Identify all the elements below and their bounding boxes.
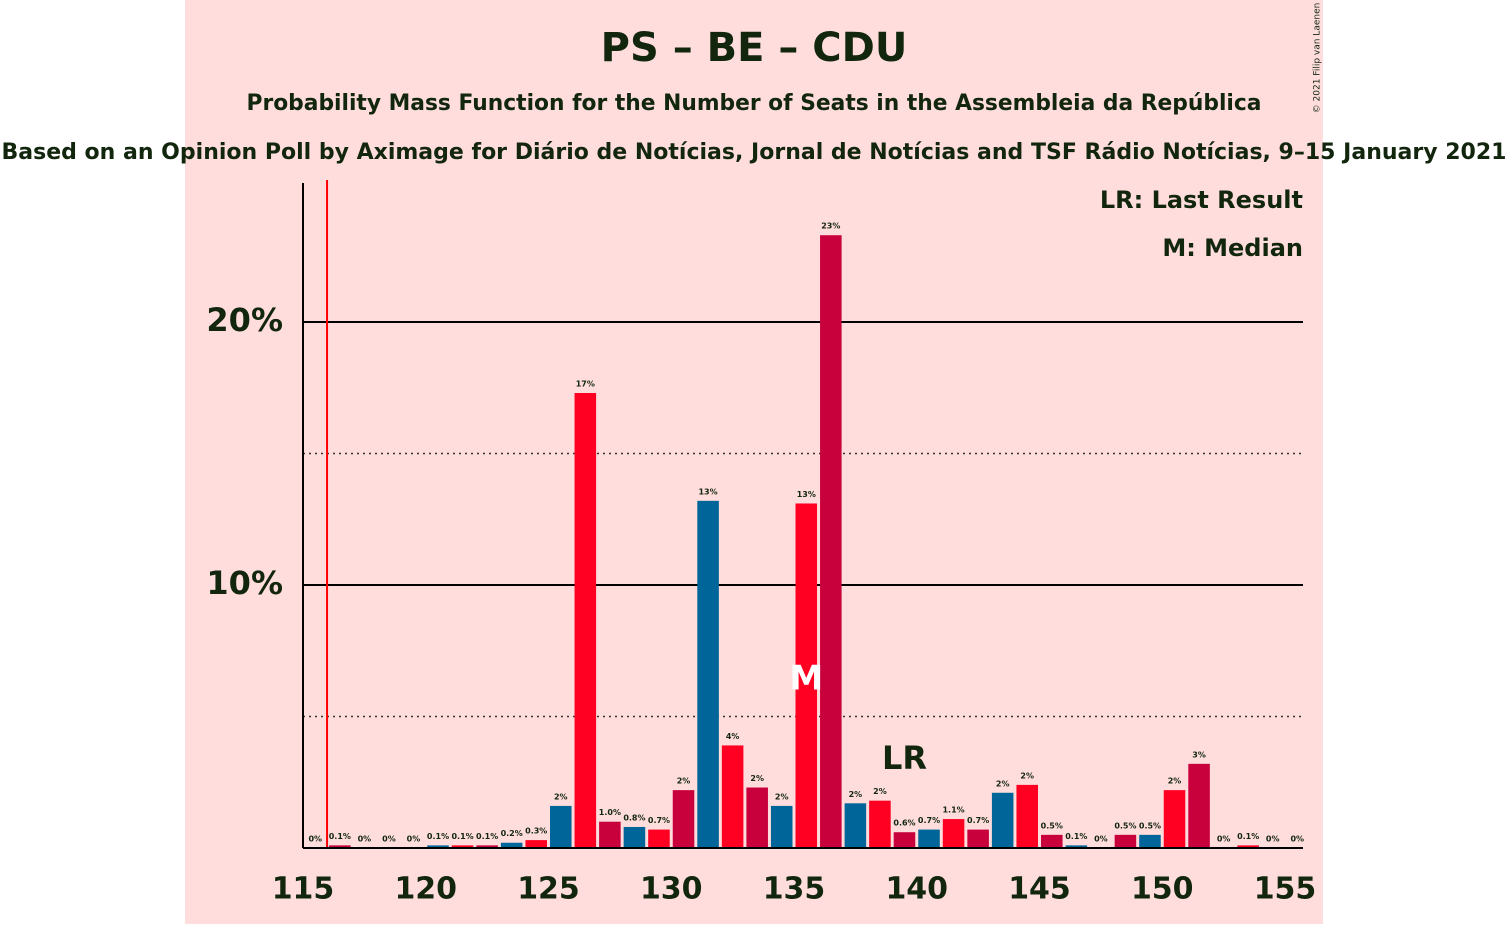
value-label: 2% — [554, 792, 568, 801]
bar — [746, 787, 768, 848]
last-result-marker: LR — [882, 739, 927, 777]
x-tick-label: 140 — [885, 872, 948, 907]
value-label: 2% — [750, 774, 764, 783]
bar — [967, 829, 989, 848]
bar — [1114, 834, 1137, 848]
value-label: 0% — [1217, 835, 1231, 844]
bar — [525, 840, 547, 848]
bar — [918, 829, 940, 848]
bar — [697, 500, 719, 848]
bar — [672, 790, 695, 848]
value-label: 2% — [1020, 771, 1034, 780]
value-label: 0.5% — [1139, 821, 1161, 830]
value-label: 0.1% — [1237, 832, 1259, 841]
value-label: 0% — [1266, 835, 1280, 844]
bar — [1065, 845, 1088, 848]
x-tick-label: 155 — [1254, 872, 1317, 907]
bar — [770, 805, 793, 848]
value-label: 23% — [821, 222, 840, 231]
value-label: 0.1% — [451, 832, 473, 841]
bar — [942, 819, 965, 848]
value-label: 1.0% — [599, 808, 621, 817]
value-label: 0.5% — [1041, 821, 1063, 830]
bar — [1188, 763, 1210, 848]
value-label: 2% — [996, 779, 1010, 788]
value-label: 2% — [677, 777, 691, 786]
value-label: 0.6% — [893, 819, 915, 828]
bar — [721, 745, 744, 848]
bar — [648, 829, 670, 848]
value-label: 17% — [576, 380, 595, 389]
value-label: 0.7% — [918, 816, 940, 825]
value-label: 4% — [726, 732, 740, 741]
bar — [1016, 784, 1038, 848]
bar — [1237, 845, 1259, 848]
value-label: 3% — [1192, 750, 1206, 759]
value-label: 2% — [873, 787, 887, 796]
legend-entry: LR: Last Result — [1100, 186, 1303, 214]
value-label: 0% — [1290, 835, 1304, 844]
bar — [500, 842, 523, 848]
copyright: © 2021 Filip van Laenen — [1313, 3, 1323, 114]
value-label: 1.1% — [942, 806, 964, 815]
value-label: 0.1% — [427, 832, 449, 841]
bar — [329, 845, 351, 848]
value-label: 13% — [698, 487, 717, 496]
bar — [451, 845, 474, 848]
value-label: 0.1% — [329, 832, 351, 841]
value-label: 0.8% — [623, 813, 645, 822]
value-label: 13% — [797, 490, 816, 499]
bar — [427, 845, 449, 848]
bar — [820, 235, 842, 848]
value-label: 0.1% — [476, 832, 498, 841]
bar — [1041, 834, 1063, 848]
value-label: 0.7% — [967, 816, 989, 825]
bar — [795, 503, 818, 848]
value-label: 0.1% — [1065, 832, 1087, 841]
x-tick-label: 145 — [1008, 872, 1071, 907]
value-label: 2% — [1168, 777, 1182, 786]
bar — [869, 800, 891, 848]
value-label: 0.3% — [525, 827, 547, 836]
x-tick-label: 125 — [517, 872, 580, 907]
bar — [1163, 790, 1186, 848]
value-label: 0% — [407, 835, 421, 844]
chart-title: PS – BE – CDU — [601, 25, 908, 71]
bar — [844, 803, 867, 848]
bar — [1139, 834, 1161, 848]
value-label: 0.2% — [501, 829, 523, 838]
value-label: 0.7% — [648, 816, 670, 825]
bar — [991, 792, 1014, 848]
x-tick-label: 130 — [640, 872, 703, 907]
chart-background — [185, 0, 1323, 924]
median-marker: M — [789, 659, 823, 699]
value-label: 0.5% — [1114, 821, 1136, 830]
bar — [599, 821, 621, 848]
x-tick-label: 115 — [272, 872, 335, 907]
legend-entry: M: Median — [1162, 234, 1303, 262]
chart-subtitle: Based on an Opinion Poll by Aximage for … — [2, 140, 1507, 165]
value-label: 0% — [308, 835, 322, 844]
bar — [550, 805, 572, 848]
y-tick-label: 10% — [206, 564, 283, 602]
value-label: 0% — [358, 835, 372, 844]
bar — [893, 832, 916, 848]
chart-subtitle: Probability Mass Function for the Number… — [247, 91, 1262, 116]
x-tick-label: 150 — [1131, 872, 1194, 907]
value-label: 0% — [382, 835, 396, 844]
bar — [574, 393, 597, 848]
y-tick-label: 20% — [206, 301, 283, 339]
bar — [476, 845, 498, 848]
value-label: 0% — [1094, 835, 1108, 844]
value-label: 2% — [775, 792, 789, 801]
x-tick-label: 135 — [763, 872, 826, 907]
bar — [623, 826, 646, 848]
value-label: 2% — [849, 790, 863, 799]
x-tick-label: 120 — [394, 872, 457, 907]
